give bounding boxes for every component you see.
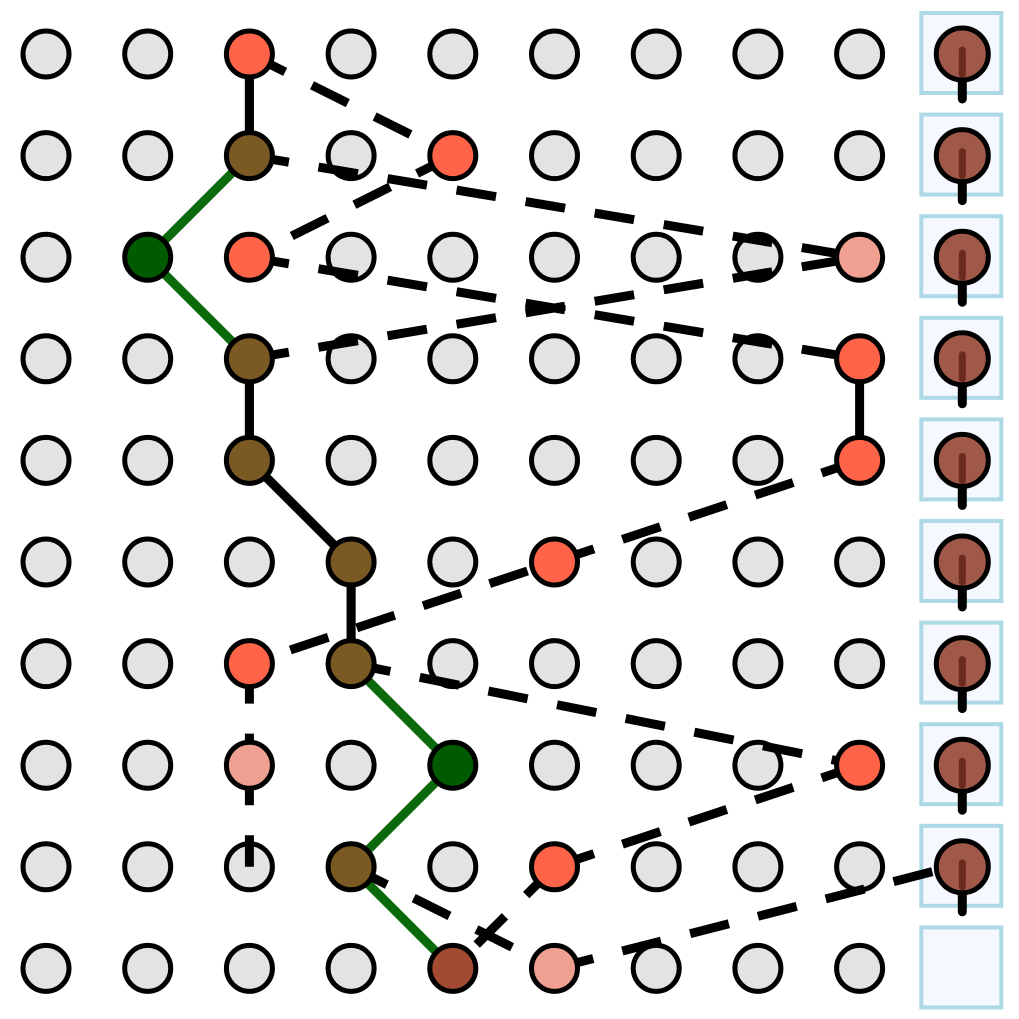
grid-node-4-7[interactable] [732, 434, 784, 486]
grid-node-9-0[interactable] [20, 942, 72, 994]
orange-node-8-5[interactable] [529, 841, 580, 893]
dashed-link-2 [247, 151, 455, 262]
grid-node-4-6[interactable] [630, 434, 682, 486]
dashed-link-5 [247, 456, 862, 668]
grid-node-1-7[interactable] [732, 130, 784, 182]
grid-node-9-2[interactable] [223, 942, 275, 994]
orange-node-1-4[interactable] [427, 130, 479, 182]
olive-node-3-2[interactable] [223, 333, 275, 385]
orange-node-6-2[interactable] [223, 638, 275, 690]
grid-node-8-8[interactable] [834, 841, 886, 893]
grid-node-6-0[interactable] [20, 638, 72, 690]
grid-node-6-7[interactable] [732, 638, 784, 690]
grid-node-9-8[interactable] [834, 942, 886, 994]
grid-node-9-7[interactable] [732, 942, 784, 994]
grid-node-0-0[interactable] [20, 28, 72, 80]
orange-node-0-2[interactable] [223, 28, 275, 80]
grid-node-7-5[interactable] [529, 739, 580, 791]
grid-node-7-7[interactable] [732, 739, 784, 791]
grid-node-9-6[interactable] [630, 942, 682, 994]
grid-node-6-6[interactable] [630, 638, 682, 690]
grid-node-3-1[interactable] [122, 333, 174, 385]
grid-node-6-8[interactable] [834, 638, 886, 690]
grid-node-1-1[interactable] [122, 130, 174, 182]
pink-node-7-2[interactable] [223, 739, 275, 791]
grid-node-3-4[interactable] [427, 333, 479, 385]
grid-node-6-1[interactable] [122, 638, 174, 690]
grid-node-3-5[interactable] [529, 333, 580, 385]
grid-node-5-0[interactable] [20, 536, 72, 588]
orange-node-5-5[interactable] [529, 536, 580, 588]
grid-node-4-5[interactable] [529, 434, 580, 486]
grid-node-3-6[interactable] [630, 333, 682, 385]
dashed-link-10 [553, 760, 862, 872]
grid-node-0-5[interactable] [529, 28, 580, 80]
grid-node-2-6[interactable] [630, 231, 682, 283]
grid-node-2-5[interactable] [529, 231, 580, 283]
grid-node-5-6[interactable] [630, 536, 682, 588]
grid-node-6-5[interactable] [529, 638, 580, 690]
olive-node-4-2[interactable] [223, 434, 275, 486]
olive-node-8-3[interactable] [325, 841, 377, 893]
orange-node-7-8[interactable] [834, 739, 886, 791]
grid-node-0-7[interactable] [732, 28, 784, 80]
grid-node-0-6[interactable] [630, 28, 682, 80]
green-node-2-1[interactable] [122, 231, 174, 283]
grid-node-5-7[interactable] [732, 536, 784, 588]
grid-node-4-3[interactable] [325, 434, 377, 486]
grid-node-1-0[interactable] [20, 130, 72, 182]
grid-node-8-6[interactable] [630, 841, 682, 893]
grid-node-9-3[interactable] [325, 942, 377, 994]
grid-node-0-1[interactable] [122, 28, 174, 80]
grid-node-0-8[interactable] [834, 28, 886, 80]
grid-node-5-4[interactable] [427, 536, 479, 588]
olive-node-1-2[interactable] [223, 130, 275, 182]
orange-node-4-8[interactable] [834, 434, 886, 486]
grid-node-9-1[interactable] [122, 942, 174, 994]
dashed-link-1 [248, 151, 861, 262]
grid-node-2-0[interactable] [20, 231, 72, 283]
dashed-link-11 [349, 862, 557, 973]
pink-node-2-8[interactable] [834, 231, 886, 283]
dark-red-node-9-4[interactable] [427, 942, 479, 994]
grid-node-1-8[interactable] [834, 130, 886, 182]
dashed-link-4 [248, 252, 861, 364]
grid-node-8-0[interactable] [20, 841, 72, 893]
grid-node-3-0[interactable] [20, 333, 72, 385]
orange-node-3-8[interactable] [834, 333, 886, 385]
olive-node-5-3[interactable] [325, 536, 377, 588]
grid-node-2-4[interactable] [427, 231, 479, 283]
orange-node-2-2[interactable] [223, 231, 275, 283]
grid-node-4-1[interactable] [122, 434, 174, 486]
grid-node-7-1[interactable] [122, 739, 174, 791]
dashed-link-6 [350, 659, 861, 770]
grid-node-1-5[interactable] [529, 130, 580, 182]
grid-node-8-7[interactable] [732, 841, 784, 893]
grid-node-1-6[interactable] [630, 130, 682, 182]
grid-node-0-3[interactable] [325, 28, 377, 80]
grid-node-5-1[interactable] [122, 536, 174, 588]
pink-node-9-5[interactable] [529, 942, 580, 994]
grid-node-4-0[interactable] [20, 434, 72, 486]
dashed-link-0 [247, 49, 455, 160]
grid-node-5-8[interactable] [834, 536, 886, 588]
sidebar-slot-9[interactable] [919, 925, 1004, 1010]
grid-node-0-4[interactable] [427, 28, 479, 80]
grid-node-4-4[interactable] [427, 434, 479, 486]
olive-node-6-3[interactable] [325, 638, 377, 690]
green-node-7-4[interactable] [427, 739, 479, 791]
grid-node-8-1[interactable] [122, 841, 174, 893]
grid-node-7-0[interactable] [20, 739, 72, 791]
grid-node-7-6[interactable] [630, 739, 682, 791]
grid-node-7-3[interactable] [325, 739, 377, 791]
grid-node-5-2[interactable] [223, 536, 275, 588]
grid-node-8-4[interactable] [427, 841, 479, 893]
